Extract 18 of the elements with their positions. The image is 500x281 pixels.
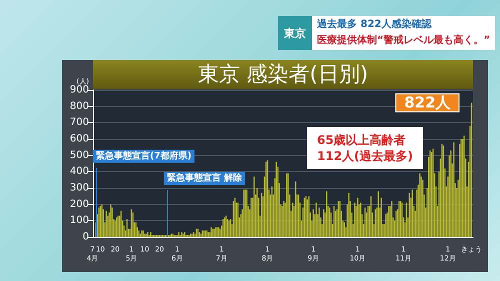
y-tick-label: 300: [70, 182, 89, 194]
y-tick-label: 700: [70, 117, 89, 128]
y-tick-label: 600: [70, 134, 89, 144]
text: 過去最多 822人感染確認: [317, 18, 433, 32]
text: 医療提供体制“警戒レベル最も高く。”: [317, 33, 490, 48]
text: 東京: [278, 16, 312, 50]
y-tick-label: 400: [70, 166, 89, 178]
ref-line-label: 緊急事態宣言 解除: [166, 172, 244, 184]
y-tick-label: 100: [70, 215, 89, 226]
y-tick-label: 900: [70, 84, 89, 96]
y-tick-label: 500: [70, 150, 89, 161]
annotation: 822人: [404, 94, 452, 112]
annotation: 65歳以上高齢者 112人(過去最多): [317, 133, 414, 163]
y-tick-label: 200: [70, 198, 89, 210]
y-tick-label: 0: [82, 232, 89, 242]
ref-line-label: 緊急事態宣言(7都府県): [96, 150, 192, 162]
chart-title: 東京 感染者(日別): [93, 60, 473, 89]
y-tick-label: 800: [70, 100, 89, 112]
